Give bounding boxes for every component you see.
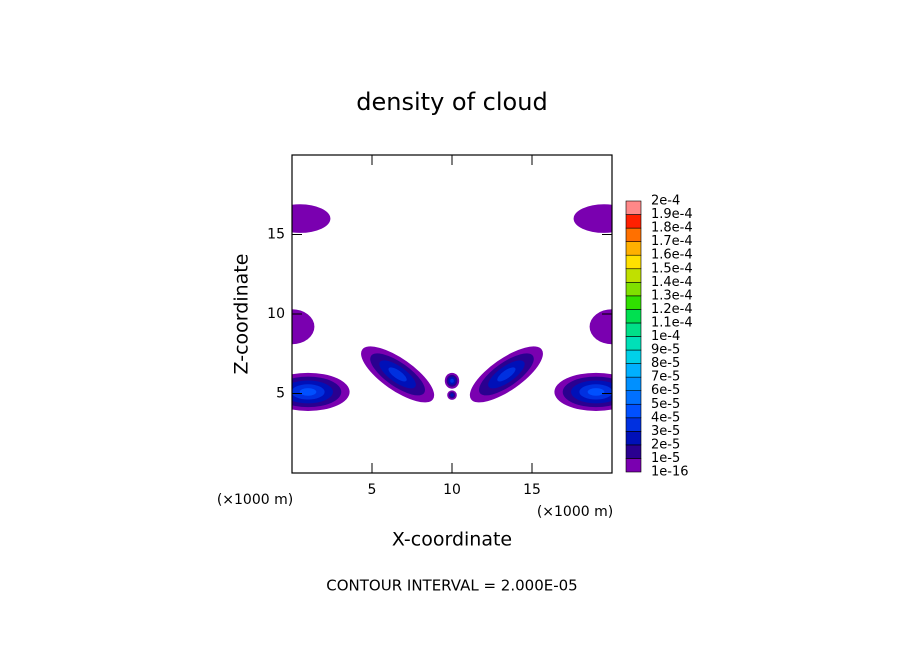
colorbar-label: 4e-5 <box>651 410 680 425</box>
colorbar-label: 7e-5 <box>651 370 680 385</box>
y-tick-label: 10 <box>267 306 285 322</box>
chart-title: density of cloud <box>356 88 547 116</box>
contour-region <box>589 309 612 345</box>
contour-region <box>292 309 315 345</box>
contour-region <box>587 388 605 396</box>
colorbar-label: 1.4e-4 <box>651 275 693 290</box>
colorbar-label: 9e-5 <box>651 343 680 358</box>
colorbar-band <box>625 322 642 337</box>
contour-region <box>573 204 612 233</box>
colorbar-band <box>625 403 642 419</box>
y-tick-label: 5 <box>276 386 285 402</box>
colorbar-band <box>625 281 642 297</box>
colorbar-label: 1.3e-4 <box>651 288 693 303</box>
x-tick-label: 15 <box>523 482 541 498</box>
colorbar-label: 1.8e-4 <box>651 221 693 236</box>
colorbar-label: 3e-5 <box>651 424 680 439</box>
colorbar-label: 1.2e-4 <box>651 302 693 317</box>
y-axis-label: Z-coordinate <box>231 254 253 375</box>
colorbar-label: 1.1e-4 <box>651 315 693 330</box>
contour-region <box>450 378 454 383</box>
colorbar-label: 2e-5 <box>651 437 680 452</box>
contour-region <box>497 367 516 382</box>
colorbar-label: 5e-5 <box>651 397 680 412</box>
x-unit-label: (×1000 m) <box>537 504 613 520</box>
colorbar-band <box>625 336 642 351</box>
colorbar-band <box>625 431 642 446</box>
colorbar-band <box>625 376 642 391</box>
colorbar-label: 1e-5 <box>651 451 680 466</box>
contour-field <box>292 204 612 411</box>
colorbar-label: 8e-5 <box>651 356 680 371</box>
contour-region <box>299 388 317 396</box>
colorbar-band <box>625 241 642 256</box>
colorbar-label: 1.6e-4 <box>651 248 693 263</box>
contour-region <box>450 393 454 397</box>
colorbar-band <box>625 227 642 242</box>
y-unit-label: (×1000 m) <box>217 492 293 508</box>
colorbar-band <box>625 309 642 324</box>
x-tick-label: 5 <box>368 482 377 498</box>
colorbar-label: 6e-5 <box>651 383 680 398</box>
colorbar-band <box>625 458 642 473</box>
plot-frame <box>291 154 613 474</box>
colorbar-band <box>625 268 642 283</box>
y-tick-label: 15 <box>267 227 285 243</box>
colorbar-band <box>625 200 642 215</box>
x-axis-label: X-coordinate <box>392 529 512 551</box>
colorbar-band <box>625 295 642 310</box>
colorbar-label: 1.7e-4 <box>651 234 693 249</box>
colorbar-band <box>625 254 642 270</box>
colorbar-band <box>625 214 642 229</box>
colorbar-band <box>625 390 642 405</box>
colorbar-band <box>625 444 642 459</box>
contour-region <box>388 367 407 382</box>
colorbar-band <box>625 349 642 364</box>
contour-region <box>292 204 331 233</box>
colorbar-label: 1e-4 <box>651 329 680 344</box>
colorbar-band <box>625 417 642 432</box>
colorbar-label: 1.5e-4 <box>651 261 693 276</box>
colorbar-band <box>625 363 642 378</box>
contour-interval: CONTOUR INTERVAL = 2.000E-05 <box>326 577 577 595</box>
colorbar-label: 1e-16 <box>651 465 689 480</box>
x-tick-label: 10 <box>443 482 461 498</box>
colorbar-label: 1.9e-4 <box>651 207 693 222</box>
colorbar-label: 2e-4 <box>651 194 680 209</box>
